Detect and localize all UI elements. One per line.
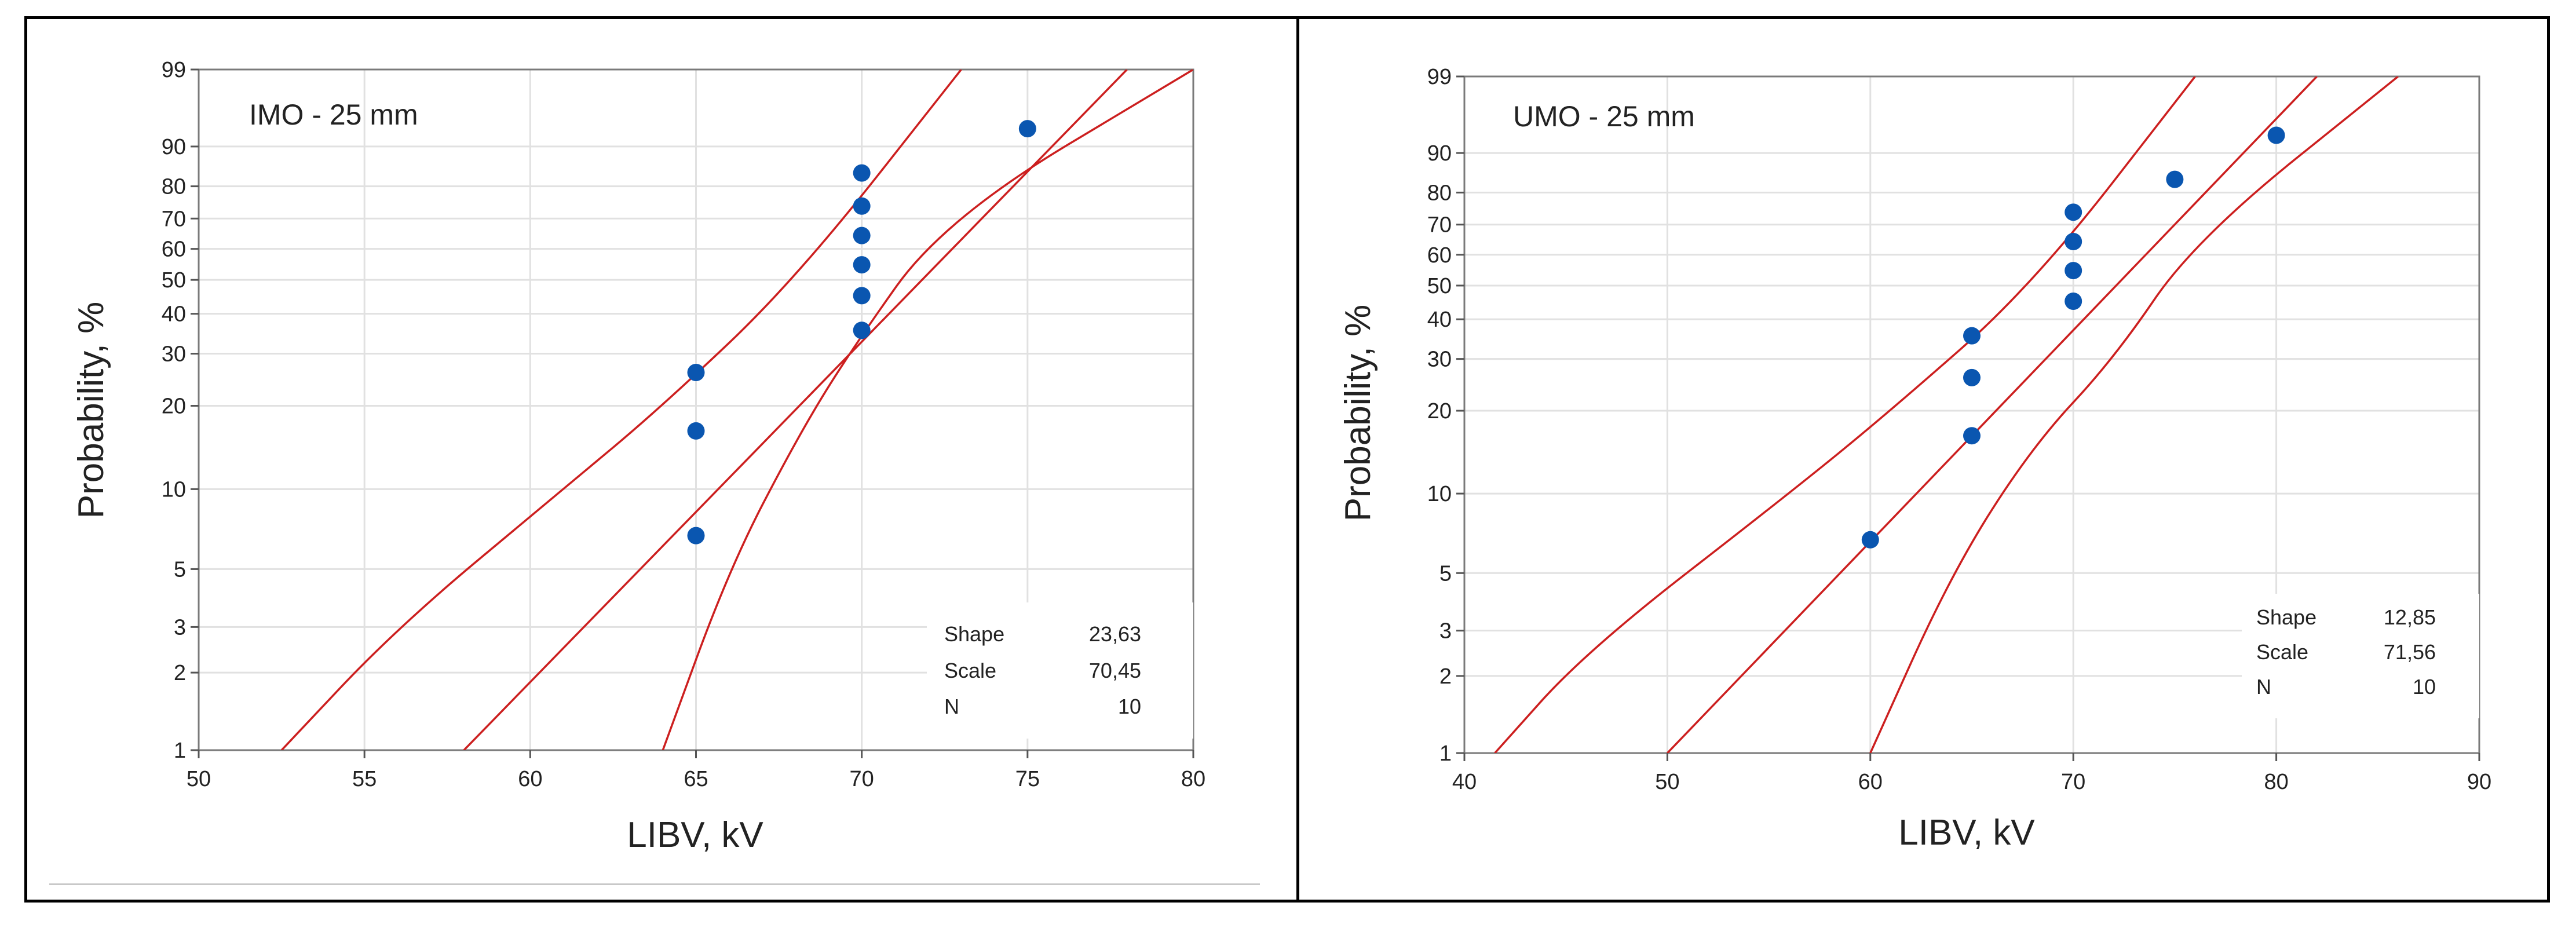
data-point [2065, 232, 2082, 250]
y-tick-label: 10 [162, 477, 186, 502]
y-tick-label: 70 [1427, 213, 1452, 238]
data-point [853, 226, 871, 244]
data-point [2166, 170, 2184, 188]
y-tick-label: 90 [162, 135, 186, 159]
line-fit [1667, 76, 2318, 753]
data-point [687, 422, 705, 440]
data-point [1861, 531, 1879, 549]
y-tick-label: 2 [1439, 664, 1452, 689]
y-tick-label: 40 [162, 302, 186, 327]
x-tick-label: 70 [850, 767, 874, 791]
stat-label: Shape [944, 622, 1004, 646]
data-point [853, 256, 871, 274]
stat-value: 23,63 [1089, 622, 1141, 646]
y-tick-label: 5 [1439, 561, 1452, 586]
data-point [1963, 427, 1981, 445]
y-tick-label: 1 [1439, 741, 1452, 766]
y-tick-label: 3 [174, 615, 186, 640]
data-point [687, 527, 705, 545]
y-tick-label: 99 [1427, 65, 1452, 89]
y-tick-label: 60 [162, 238, 186, 262]
data-point [2065, 262, 2082, 280]
stat-value: 12,85 [2384, 605, 2436, 629]
data-point [853, 164, 871, 182]
data-point [853, 321, 871, 339]
y-tick-label: 40 [1427, 308, 1452, 332]
x-tick-label: 60 [518, 767, 542, 791]
chart-title: IMO - 25 mm [249, 98, 418, 131]
x-tick-label: 55 [352, 767, 377, 791]
panel-divider [1296, 16, 1299, 903]
figure-frame [24, 16, 2550, 903]
plot-frame [1463, 75, 2480, 754]
line-fit [463, 70, 1128, 750]
y-tick-label: 3 [1439, 619, 1452, 644]
y-tick-label: 50 [162, 268, 186, 293]
x-tick-label: 50 [187, 767, 211, 791]
stat-label: N [2256, 675, 2271, 699]
x-tick-label: 80 [1181, 767, 1205, 791]
stat-value: 70,45 [1089, 659, 1141, 682]
stats-box [2242, 594, 2479, 718]
y-tick-label: 90 [1427, 141, 1452, 166]
data-point [2065, 203, 2082, 221]
stat-value: 10 [1118, 695, 1141, 718]
x-axis-label: LIBV, kV [1898, 813, 2035, 853]
y-tick-label: 5 [174, 557, 186, 582]
data-point [1018, 120, 1036, 138]
x-tick-label: 75 [1015, 767, 1040, 791]
y-axis-label: Probability, % [1338, 305, 1378, 521]
data-point [2065, 293, 2082, 310]
stats-box [927, 602, 1193, 739]
y-tick-label: 80 [1427, 181, 1452, 205]
data-point [853, 197, 871, 215]
y-tick-label: 1 [174, 739, 186, 763]
stat-label: N [944, 695, 959, 718]
x-tick-label: 60 [1858, 770, 1883, 794]
x-axis-label: LIBV, kV [627, 815, 763, 855]
stat-value: 10 [2413, 675, 2436, 699]
chart-title: UMO - 25 mm [1513, 100, 1695, 133]
y-tick-label: 99 [162, 58, 186, 82]
y-tick-label: 20 [162, 394, 186, 418]
line-lower [1494, 76, 2196, 753]
x-tick-label: 80 [2264, 770, 2288, 794]
y-tick-label: 10 [1427, 482, 1452, 506]
line-upper [1869, 76, 2399, 753]
data-point [687, 364, 705, 382]
left-panel-bottom-rule [49, 883, 1260, 885]
x-tick-label: 50 [1655, 770, 1679, 794]
x-tick-label: 70 [2061, 770, 2085, 794]
y-tick-label: 50 [1427, 274, 1452, 298]
x-tick-label: 90 [2467, 770, 2491, 794]
y-tick-label: 2 [174, 661, 186, 685]
data-point [2267, 126, 2285, 144]
x-tick-label: 65 [684, 767, 708, 791]
y-tick-label: 20 [1427, 399, 1452, 423]
y-tick-label: 70 [162, 207, 186, 231]
line-lower [280, 70, 962, 750]
x-tick-label: 40 [1452, 770, 1477, 794]
stat-value: 71,56 [2384, 640, 2436, 664]
stat-label: Scale [2256, 640, 2308, 664]
stat-label: Shape [2256, 605, 2316, 629]
y-tick-label: 30 [1427, 348, 1452, 372]
y-tick-label: 60 [1427, 243, 1452, 268]
y-axis-label: Probability, % [71, 302, 111, 518]
y-tick-label: 80 [162, 175, 186, 199]
data-point [853, 287, 871, 305]
stat-label: Scale [944, 659, 996, 682]
data-point [1963, 327, 1981, 345]
y-tick-label: 30 [162, 342, 186, 367]
data-point [1963, 368, 1981, 386]
line-upper [662, 70, 1193, 750]
